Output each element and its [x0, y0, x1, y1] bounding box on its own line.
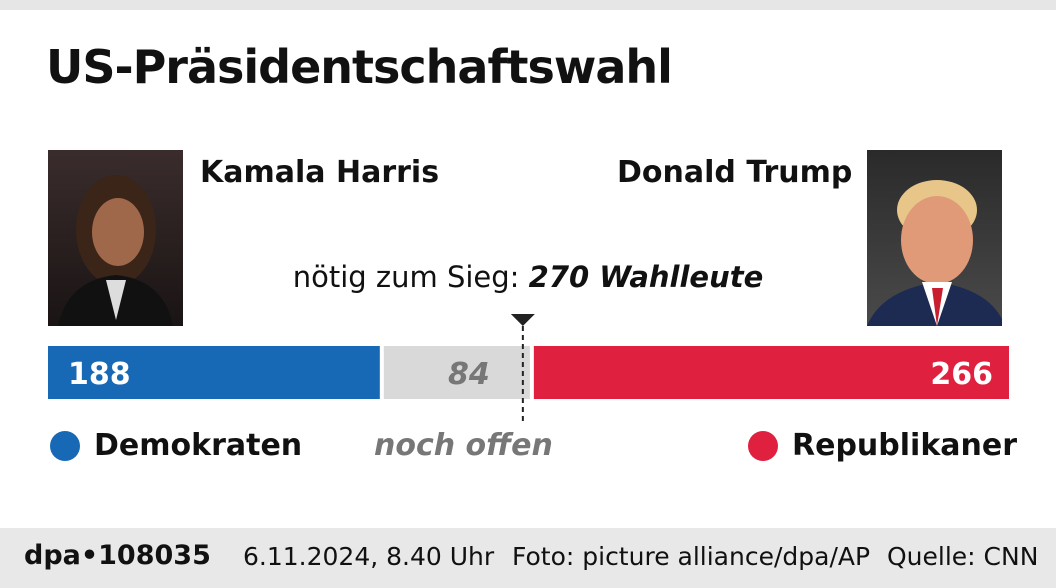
top-band	[0, 0, 1056, 10]
legend-dem: Demokraten	[50, 428, 302, 463]
threshold-value: 270 Wahlleute	[528, 260, 764, 294]
footer-photo: Foto: picture alliance/dpa/AP	[512, 542, 871, 571]
candidate-name-left: Kamala Harris	[200, 155, 440, 190]
trump-photo	[867, 150, 1002, 326]
footer: dpa•108035 6.11.2024, 8.40 Uhr Foto: pic…	[0, 528, 1056, 588]
bar-rep-label: 266	[930, 357, 993, 392]
legend-rep-label: Republikaner	[792, 428, 1018, 463]
threshold-marker-icon	[510, 314, 535, 326]
footer-source: Quelle: CNN	[887, 542, 1039, 571]
legend-rep: Republikaner	[748, 428, 1017, 463]
rep-dot-icon	[748, 430, 778, 461]
legend-dem-label: Demokraten	[94, 428, 303, 463]
bar-open	[383, 346, 530, 399]
bar-dem	[48, 346, 380, 399]
chart-title: US-Präsidentschaftswahl	[46, 40, 673, 94]
bar-dem-label: 188	[68, 357, 131, 392]
footer-id: dpa•108035	[24, 540, 211, 571]
threshold-label: nötig zum Sieg:	[292, 260, 520, 294]
candidate-name-right: Donald Trump	[617, 155, 853, 190]
threshold-caption: nötig zum Sieg: 270 Wahlleute	[0, 260, 1056, 294]
bar-open-label: 84	[448, 357, 490, 392]
footer-date: 6.11.2024, 8.40 Uhr	[243, 542, 495, 571]
dem-dot-icon	[50, 430, 80, 461]
bar-rep	[533, 346, 1009, 399]
stacked-bar-chart: 188 84 266	[48, 314, 1009, 424]
harris-photo	[48, 150, 183, 326]
legend-open: noch offen	[374, 428, 553, 463]
